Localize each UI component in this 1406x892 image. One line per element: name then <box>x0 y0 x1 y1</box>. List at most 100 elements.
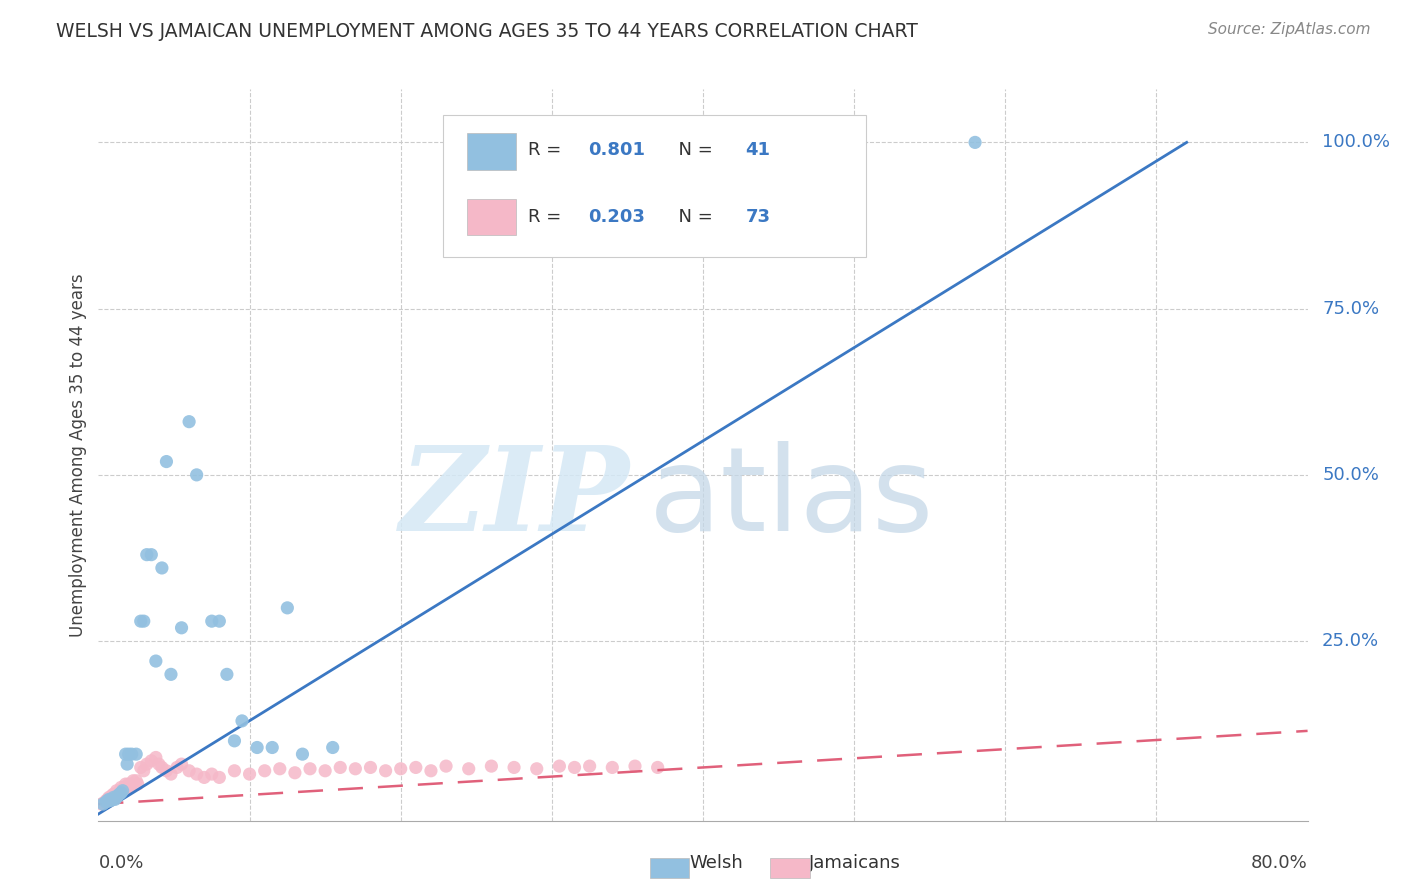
Point <box>115 780 138 795</box>
Point <box>374 764 396 778</box>
Point <box>111 783 134 797</box>
Point <box>94 795 117 809</box>
Point <box>96 795 118 809</box>
Text: 100.0%: 100.0% <box>1322 134 1391 152</box>
Point <box>107 786 129 800</box>
Text: 41: 41 <box>745 141 770 159</box>
Point <box>141 754 163 768</box>
Point <box>457 762 479 776</box>
Text: R =: R = <box>527 141 567 159</box>
Point <box>135 757 157 772</box>
Point <box>94 794 117 808</box>
Point <box>121 747 143 761</box>
Point <box>548 759 571 773</box>
Point <box>125 747 148 761</box>
Point <box>101 791 124 805</box>
Text: 80.0%: 80.0% <box>1251 854 1308 871</box>
Point <box>110 786 132 800</box>
Point <box>114 747 136 761</box>
FancyBboxPatch shape <box>467 133 516 169</box>
Point <box>145 750 167 764</box>
Point <box>107 789 129 803</box>
Point <box>141 548 163 562</box>
Point <box>100 794 122 808</box>
Point <box>127 777 149 791</box>
Point <box>115 757 138 772</box>
Point <box>329 760 352 774</box>
Point <box>208 771 231 785</box>
Point <box>526 762 548 776</box>
Point <box>246 740 269 755</box>
Text: atlas: atlas <box>648 442 934 557</box>
Point <box>299 762 322 776</box>
Point <box>132 614 155 628</box>
Text: 50.0%: 50.0% <box>1322 466 1379 483</box>
Y-axis label: Unemployment Among Ages 35 to 44 years: Unemployment Among Ages 35 to 44 years <box>69 273 87 637</box>
Point <box>965 136 987 150</box>
Point <box>98 794 121 808</box>
Text: Welsh: Welsh <box>689 855 742 872</box>
Point <box>122 773 145 788</box>
Point <box>155 764 177 778</box>
Point <box>108 787 131 801</box>
Point <box>201 767 224 781</box>
Point <box>186 467 208 482</box>
Point <box>105 790 128 805</box>
Point <box>111 783 134 797</box>
Point <box>389 762 412 776</box>
Point <box>101 792 124 806</box>
Point <box>177 415 201 429</box>
Point <box>100 792 122 806</box>
FancyBboxPatch shape <box>467 199 516 235</box>
Text: WELSH VS JAMAICAN UNEMPLOYMENT AMONG AGES 35 TO 44 YEARS CORRELATION CHART: WELSH VS JAMAICAN UNEMPLOYMENT AMONG AGE… <box>56 22 918 41</box>
Point <box>90 797 112 811</box>
Point <box>616 136 638 150</box>
Point <box>110 783 132 797</box>
Point <box>150 760 173 774</box>
Point <box>160 667 183 681</box>
Point <box>100 790 122 805</box>
Point <box>177 764 201 778</box>
Point <box>98 792 121 806</box>
Point <box>104 792 127 806</box>
Point <box>103 789 125 804</box>
Point <box>91 797 114 811</box>
Text: 0.203: 0.203 <box>588 208 645 227</box>
Point <box>215 667 238 681</box>
Point <box>145 654 167 668</box>
Text: 73: 73 <box>745 208 770 227</box>
Point <box>186 767 208 781</box>
Point <box>166 760 188 774</box>
Point <box>155 454 177 468</box>
Point <box>125 773 148 788</box>
Point <box>578 759 600 773</box>
Text: N =: N = <box>666 208 718 227</box>
Point <box>108 787 131 801</box>
Point <box>208 614 231 628</box>
Point <box>481 759 503 773</box>
Point <box>121 777 143 791</box>
Point <box>322 740 344 755</box>
Point <box>224 734 246 748</box>
Point <box>405 760 427 774</box>
Point <box>93 796 115 810</box>
Point <box>148 757 170 772</box>
Point <box>314 764 336 778</box>
Text: 0.801: 0.801 <box>588 141 645 159</box>
Point <box>105 783 128 797</box>
Text: ZIP: ZIP <box>401 442 630 557</box>
Point <box>344 762 367 776</box>
Text: R =: R = <box>527 208 567 227</box>
Point <box>170 621 193 635</box>
Text: 0.0%: 0.0% <box>98 854 143 871</box>
Point <box>150 561 173 575</box>
Text: 75.0%: 75.0% <box>1322 300 1379 318</box>
Point <box>94 796 117 810</box>
Point <box>110 780 132 795</box>
Point <box>120 780 142 795</box>
Point <box>360 760 382 774</box>
Point <box>239 767 262 781</box>
Point <box>96 794 118 808</box>
Point <box>160 767 183 781</box>
Point <box>647 760 669 774</box>
